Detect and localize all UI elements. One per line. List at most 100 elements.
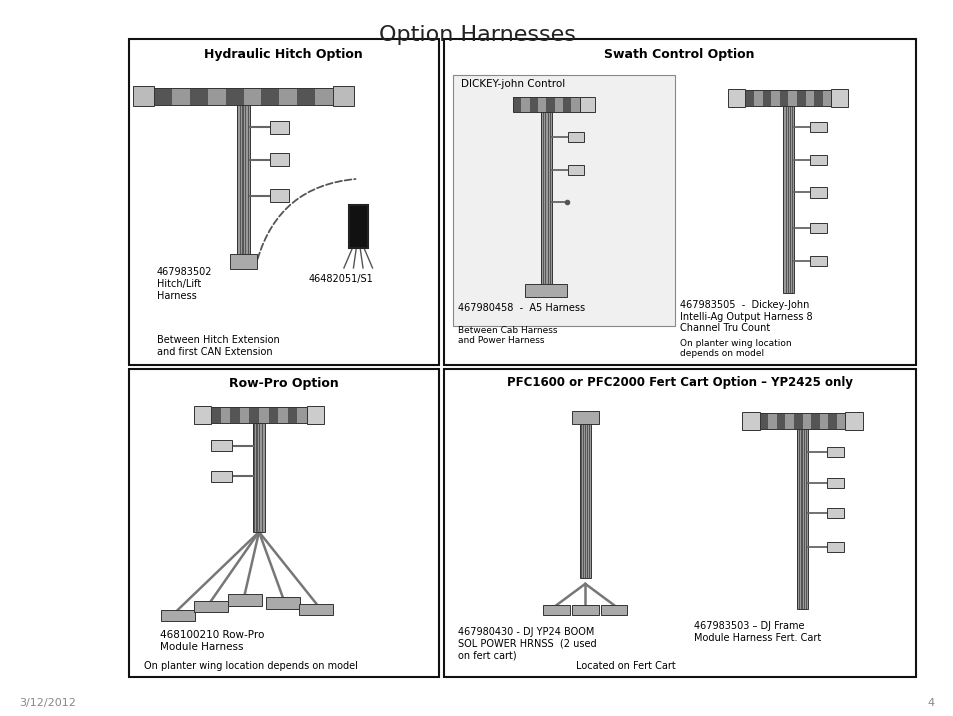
Bar — [796, 429, 807, 609]
Text: 467983502
Hitch/Lift
Harness: 467983502 Hitch/Lift Harness — [156, 268, 212, 301]
Text: On planter wing location
depends on model: On planter wing location depends on mode… — [679, 339, 791, 359]
Bar — [805, 429, 806, 609]
Bar — [194, 601, 229, 612]
Bar — [810, 413, 819, 429]
Bar — [813, 90, 821, 106]
Bar — [279, 88, 297, 105]
Bar — [568, 165, 583, 175]
Bar — [797, 429, 799, 609]
Bar — [770, 90, 779, 106]
Bar — [744, 90, 830, 106]
Bar — [809, 256, 826, 266]
Bar — [255, 422, 257, 532]
Bar — [208, 88, 225, 105]
Bar — [572, 411, 598, 424]
Bar — [540, 112, 552, 284]
Bar — [537, 97, 546, 112]
Bar — [257, 422, 258, 532]
Bar — [298, 604, 334, 615]
Bar — [793, 413, 801, 429]
Bar — [254, 422, 255, 532]
Text: 4: 4 — [927, 698, 934, 708]
Bar — [245, 105, 246, 254]
Bar — [513, 97, 520, 112]
Bar — [239, 105, 240, 254]
Bar — [809, 188, 826, 198]
Bar — [194, 406, 212, 424]
Bar — [238, 105, 239, 254]
Bar — [759, 413, 844, 429]
Bar — [288, 407, 297, 422]
Bar — [212, 471, 233, 483]
Bar — [809, 155, 826, 165]
Bar — [583, 424, 584, 578]
Text: Located on Fert Cart: Located on Fert Cart — [576, 661, 675, 671]
Bar — [796, 90, 804, 106]
Bar — [520, 97, 529, 112]
Bar — [260, 422, 261, 532]
Bar — [826, 447, 843, 457]
Bar — [799, 429, 800, 609]
Bar — [804, 90, 813, 106]
Bar — [543, 112, 545, 284]
Bar — [819, 413, 827, 429]
Bar — [306, 406, 324, 424]
Bar — [741, 412, 759, 430]
Bar — [228, 594, 261, 606]
Bar — [153, 88, 172, 105]
Bar — [546, 97, 554, 112]
Bar — [243, 88, 261, 105]
Bar — [727, 90, 744, 107]
Bar — [443, 369, 915, 677]
Bar — [800, 429, 801, 609]
Bar — [540, 112, 541, 284]
Bar — [296, 407, 306, 422]
Bar — [240, 105, 242, 254]
Bar — [744, 90, 753, 106]
Bar — [129, 39, 438, 365]
Bar — [160, 610, 194, 621]
Bar — [236, 105, 250, 254]
Bar — [789, 106, 790, 294]
Bar — [776, 413, 784, 429]
Bar — [236, 105, 238, 254]
Bar — [578, 424, 590, 578]
Bar — [801, 429, 802, 609]
Bar — [240, 407, 250, 422]
Bar — [779, 90, 787, 106]
Bar — [585, 424, 586, 578]
Bar — [826, 478, 843, 488]
Bar — [761, 90, 770, 106]
Bar — [246, 105, 247, 254]
Bar — [547, 112, 548, 284]
Bar — [562, 97, 571, 112]
Text: PFC1600 or PFC2000 Fert Cart Option – YP2425 only: PFC1600 or PFC2000 Fert Cart Option – YP… — [506, 376, 852, 389]
Bar — [278, 407, 288, 422]
Bar — [804, 429, 805, 609]
Bar — [830, 90, 847, 107]
Bar — [270, 153, 289, 166]
Bar — [581, 424, 582, 578]
Bar — [786, 106, 787, 294]
Text: 467980458  -  A5 Harness: 467980458 - A5 Harness — [457, 304, 584, 314]
Bar — [230, 254, 256, 268]
Bar — [221, 407, 231, 422]
Bar — [571, 97, 579, 112]
Bar — [270, 121, 289, 134]
Text: Row-Pro Option: Row-Pro Option — [229, 377, 338, 390]
Bar — [212, 440, 233, 451]
Text: DICKEY-john Control: DICKEY-john Control — [460, 79, 564, 89]
Text: 46482051/S1: 46482051/S1 — [309, 274, 373, 284]
Bar — [549, 112, 551, 284]
Bar — [242, 105, 243, 254]
Bar — [546, 112, 547, 284]
Bar — [579, 424, 581, 578]
Bar — [554, 97, 562, 112]
Bar — [844, 412, 862, 430]
Bar — [253, 422, 265, 532]
Bar — [809, 122, 826, 132]
Bar — [551, 112, 552, 284]
Bar — [784, 413, 793, 429]
Bar — [543, 605, 570, 615]
Bar — [212, 407, 221, 422]
